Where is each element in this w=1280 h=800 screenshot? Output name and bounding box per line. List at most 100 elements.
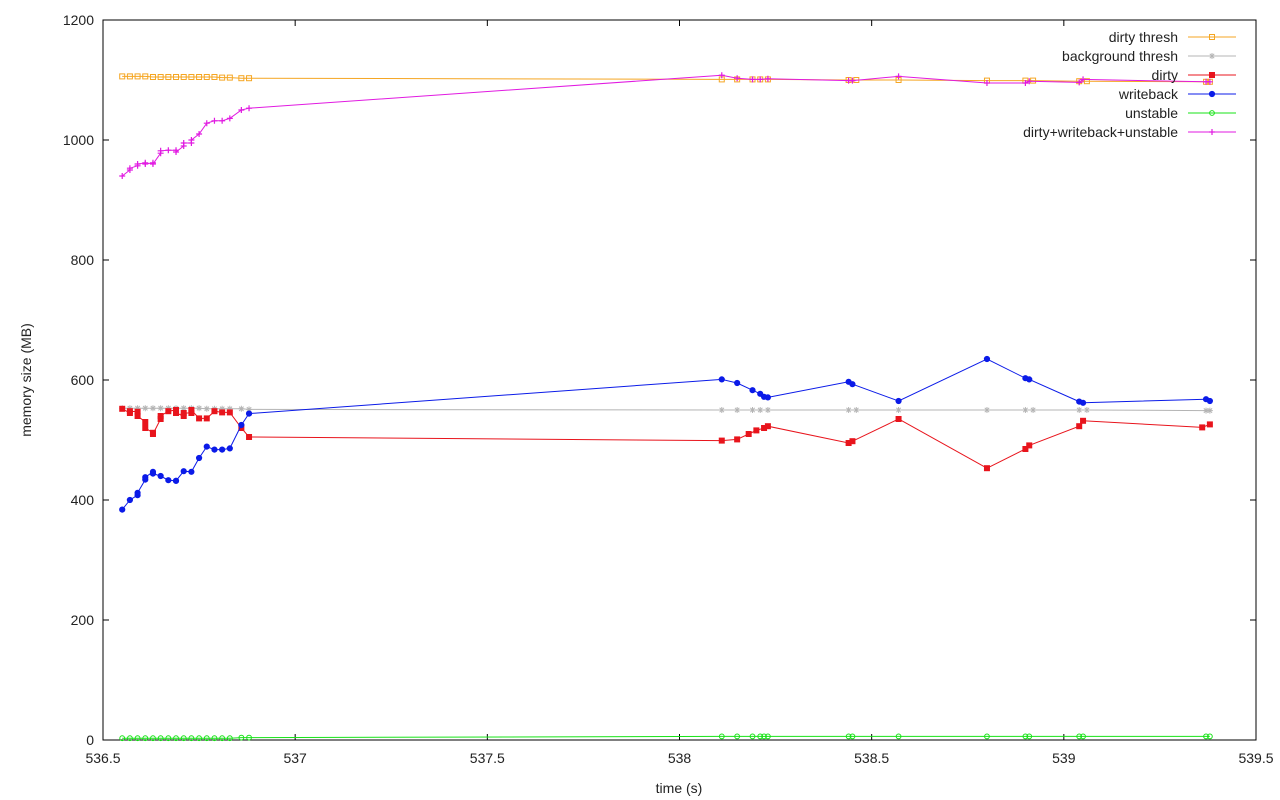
y-tick-label: 600 [71, 372, 95, 388]
data-point [226, 405, 233, 412]
data-point [196, 735, 202, 742]
data-point [1206, 78, 1213, 85]
data-point [246, 406, 253, 413]
data-point [149, 74, 156, 80]
data-point [203, 74, 210, 80]
data-point [173, 410, 180, 416]
data-point [134, 489, 141, 496]
x-tick-label: 537.5 [470, 750, 505, 766]
data-point [195, 454, 203, 462]
data-point [1203, 733, 1209, 740]
data-point [119, 405, 126, 412]
legend-swatch-marker [1209, 53, 1215, 59]
data-point [188, 407, 195, 413]
series-5 [119, 72, 1213, 179]
data-point [245, 410, 253, 417]
data-point [203, 405, 210, 412]
data-point [165, 74, 172, 80]
data-point [180, 405, 187, 412]
data-point [173, 735, 179, 742]
series-line [121, 74, 1210, 177]
data-point [749, 407, 756, 413]
data-point [149, 161, 156, 167]
data-point [718, 733, 725, 740]
data-point [1076, 733, 1083, 740]
data-point [1022, 407, 1029, 413]
data-point [126, 165, 133, 172]
data-point [1076, 79, 1083, 86]
data-point [1076, 423, 1083, 430]
data-point [219, 409, 226, 416]
data-point [188, 735, 195, 742]
data-point [142, 405, 149, 412]
data-point [895, 397, 902, 405]
data-point [983, 355, 991, 363]
data-point [764, 394, 771, 401]
data-point [1022, 446, 1029, 452]
data-point [211, 446, 218, 453]
series-4 [119, 733, 1213, 742]
legend-swatch-marker [1209, 72, 1215, 78]
data-point [119, 735, 126, 742]
data-point [1079, 399, 1087, 406]
data-point [126, 408, 133, 415]
data-point [149, 405, 156, 412]
data-point [165, 477, 172, 484]
data-point [734, 75, 741, 82]
data-point [849, 77, 856, 84]
data-point [1080, 417, 1087, 424]
data-point [238, 107, 245, 113]
plot-area [119, 72, 1213, 742]
data-point [142, 425, 149, 431]
data-point [1083, 78, 1090, 85]
data-point [753, 427, 760, 434]
legend-swatch-marker [1209, 110, 1215, 116]
data-point [173, 74, 180, 80]
series-line [121, 408, 1211, 469]
legend-label: dirty [1152, 67, 1178, 83]
data-point [749, 387, 756, 394]
data-point [238, 405, 245, 412]
data-point [238, 734, 245, 741]
data-point [1203, 407, 1210, 414]
legend-label: unstable [1125, 105, 1178, 121]
data-point [203, 415, 210, 422]
data-point [1206, 733, 1213, 740]
series-line [122, 407, 1210, 412]
y-tick-label: 1200 [63, 12, 94, 28]
data-point [853, 407, 860, 413]
data-point [149, 431, 156, 437]
data-point [895, 407, 902, 413]
data-point [745, 431, 752, 437]
data-point [764, 407, 771, 413]
data-point [757, 76, 764, 83]
data-point [219, 735, 226, 742]
data-point [895, 733, 902, 740]
data-point [845, 733, 852, 740]
data-point [196, 131, 203, 137]
data-point [734, 407, 741, 413]
data-point [196, 415, 203, 422]
data-point [1030, 407, 1037, 413]
data-point [157, 413, 164, 419]
x-tick-label: 539 [1052, 750, 1076, 766]
data-point [157, 147, 164, 154]
legend-label: dirty thresh [1109, 29, 1178, 45]
axes: 536.5 537 537.5 538 538.5 539 539.5 0 200 400 600 8… [63, 12, 1274, 766]
data-point [734, 379, 741, 387]
data-point [849, 438, 856, 445]
data-point [134, 413, 141, 419]
data-point [157, 405, 164, 412]
data-point [764, 75, 771, 82]
data-point [849, 733, 856, 740]
data-point [734, 733, 741, 740]
data-point [895, 416, 902, 422]
series-2 [119, 405, 1213, 472]
data-point [1080, 733, 1086, 740]
data-point [196, 405, 203, 412]
data-point [119, 73, 126, 80]
data-point [1022, 80, 1029, 86]
legend-swatch-marker [1209, 34, 1215, 40]
data-point [142, 474, 149, 481]
data-point [718, 437, 725, 444]
